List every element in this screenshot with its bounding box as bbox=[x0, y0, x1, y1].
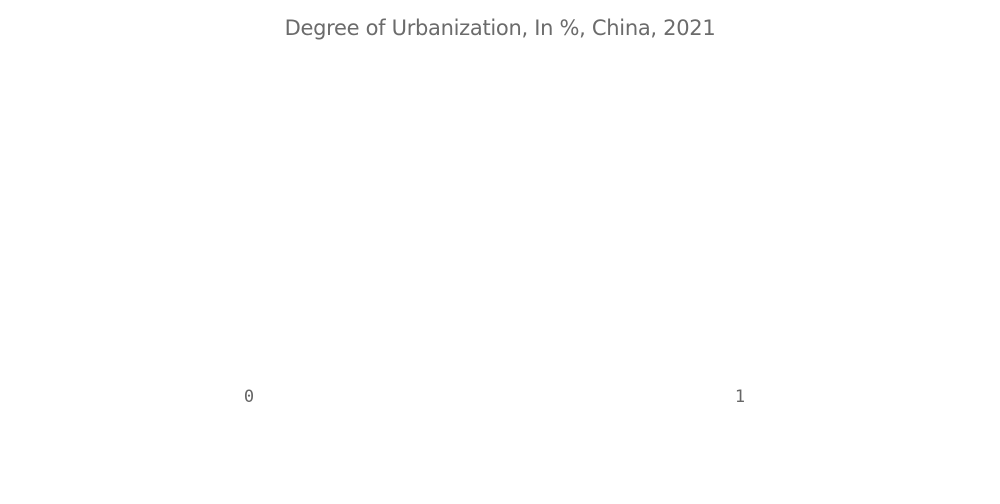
x-tick-label: 1 bbox=[735, 387, 745, 407]
x-tick-label: 0 bbox=[244, 387, 254, 407]
chart-title: Degree of Urbanization, In %, China, 202… bbox=[284, 16, 716, 40]
